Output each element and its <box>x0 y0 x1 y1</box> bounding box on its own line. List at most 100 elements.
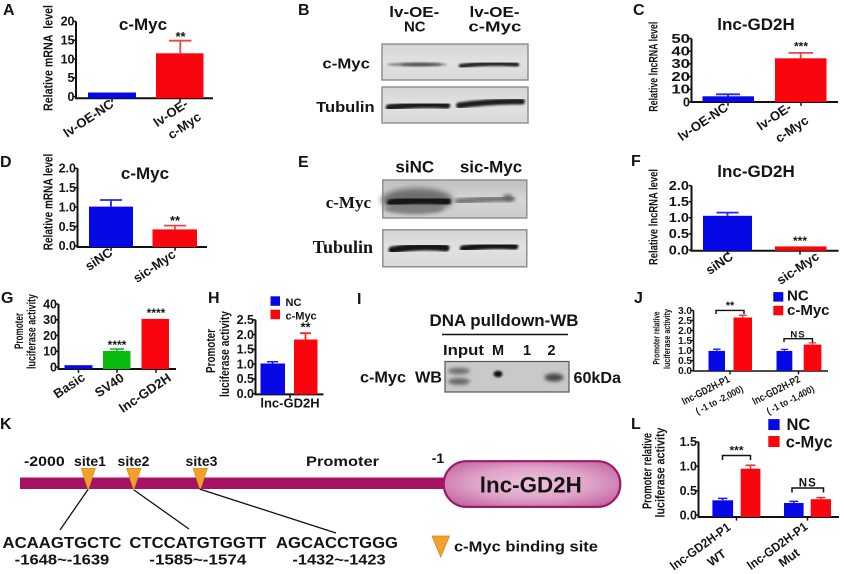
svg-text:-1585~-1574: -1585~-1574 <box>149 553 246 569</box>
svg-text:****: **** <box>147 306 166 320</box>
svg-text:NS: NS <box>790 329 805 340</box>
svg-text:1.0: 1.0 <box>237 357 254 371</box>
svg-text:2.0: 2.0 <box>678 326 692 337</box>
svg-text:0: 0 <box>68 90 75 104</box>
svg-text:site2: site2 <box>118 453 150 469</box>
svg-text:0.5: 0.5 <box>680 484 697 498</box>
svg-text:0.0: 0.0 <box>237 387 254 401</box>
svg-text:1.0: 1.0 <box>669 211 689 225</box>
svg-text:-1432~-1423: -1432~-1423 <box>292 553 385 569</box>
svg-text:Promoter: Promoter <box>14 313 26 349</box>
svg-text:0.5: 0.5 <box>59 220 76 234</box>
svg-text:Promoter: Promoter <box>306 453 380 469</box>
svg-text:c-Myc: c-Myc <box>121 164 169 183</box>
svg-text:site3: site3 <box>186 453 218 469</box>
svg-text:1: 1 <box>523 343 531 359</box>
svg-text:3.0: 3.0 <box>678 306 692 317</box>
svg-text:0.0: 0.0 <box>678 366 692 377</box>
svg-text:F: F <box>631 153 641 170</box>
svg-text:siNC: siNC <box>395 158 434 177</box>
svg-text:NC: NC <box>787 288 809 305</box>
svg-text:0: 0 <box>50 360 57 374</box>
svg-text:c-Myc binding site: c-Myc binding site <box>454 540 598 556</box>
svg-text:1.5: 1.5 <box>680 435 697 449</box>
svg-text:Relative mRNA level: Relative mRNA level <box>42 154 56 251</box>
svg-text:Relative mRNA level: Relative mRNA level <box>42 5 56 111</box>
svg-text:c-Myc: c-Myc <box>787 302 830 319</box>
svg-text:20: 20 <box>671 70 690 84</box>
svg-text:E: E <box>298 154 309 171</box>
svg-text:lnc-GD2H: lnc-GD2H <box>480 473 582 498</box>
svg-text:ACAAGTGCTC: ACAAGTGCTC <box>3 535 122 552</box>
svg-text:Promoter relative: Promoter relative <box>652 312 663 365</box>
svg-text:5: 5 <box>68 71 75 85</box>
svg-text:c-Myc: c-Myc <box>322 56 370 73</box>
svg-text:0.5: 0.5 <box>237 372 254 386</box>
svg-text:0.0: 0.0 <box>669 243 689 257</box>
svg-text:Input: Input <box>443 343 484 359</box>
svg-text:10: 10 <box>61 52 75 66</box>
svg-text:0.5: 0.5 <box>669 227 689 241</box>
svg-text:M: M <box>492 343 504 359</box>
svg-text:NC: NC <box>286 297 302 309</box>
svg-text:2.0: 2.0 <box>669 179 689 193</box>
svg-text:lv-OE-: lv-OE- <box>470 4 520 21</box>
svg-text:siNC: siNC <box>703 248 736 277</box>
svg-text:1.0: 1.0 <box>680 460 697 474</box>
svg-text:Tubulin: Tubulin <box>316 99 375 116</box>
svg-text:lnc-GD2H: lnc-GD2H <box>717 162 794 181</box>
svg-text:10: 10 <box>43 345 57 359</box>
svg-text:Relative lncRNA level: Relative lncRNA level <box>647 22 661 112</box>
svg-text:lnc-GD2H-P1: lnc-GD2H-P1 <box>745 520 811 573</box>
svg-text:luciferase activity: luciferase activity <box>27 294 39 369</box>
svg-text:luciferase activity: luciferase activity <box>218 311 232 397</box>
svg-text:NC: NC <box>404 19 426 36</box>
svg-text:****: **** <box>108 338 127 352</box>
svg-text:2: 2 <box>547 343 555 359</box>
svg-text:60kDa: 60kDa <box>574 370 622 387</box>
svg-text:0: 0 <box>683 95 690 109</box>
svg-text:Basic: Basic <box>51 370 88 402</box>
svg-text:NS: NS <box>799 478 817 490</box>
svg-text:15: 15 <box>61 34 75 48</box>
svg-text:1.5: 1.5 <box>669 195 689 209</box>
svg-text:D: D <box>0 154 12 171</box>
svg-text:c-Myc: c-Myc <box>468 19 521 36</box>
svg-text:**: ** <box>300 320 311 335</box>
svg-text:30: 30 <box>43 313 57 327</box>
svg-text:20: 20 <box>61 15 75 29</box>
svg-text:site1: site1 <box>74 453 106 469</box>
svg-text:sic-Myc: sic-Myc <box>130 247 178 286</box>
svg-text:2.0: 2.0 <box>237 328 254 342</box>
svg-text:luciferase activity: luciferase activity <box>654 427 668 517</box>
svg-text:Tubulin: Tubulin <box>313 237 373 257</box>
svg-text:***: *** <box>794 40 808 54</box>
svg-text:CTCCATGTGGTT: CTCCATGTGGTT <box>129 535 266 552</box>
svg-text:WT: WT <box>705 546 729 569</box>
svg-text:40: 40 <box>671 45 690 59</box>
svg-text:J: J <box>634 290 643 307</box>
svg-text:1.5: 1.5 <box>59 181 76 195</box>
svg-text:1.0: 1.0 <box>59 200 76 214</box>
svg-text:c-Myc: c-Myc <box>286 310 317 322</box>
svg-text:2.5: 2.5 <box>237 313 254 327</box>
svg-text:Promoter relative: Promoter relative <box>641 433 655 509</box>
svg-text:L: L <box>631 416 641 433</box>
svg-text:lnc-GD2H: lnc-GD2H <box>260 396 319 411</box>
svg-text:2.0: 2.0 <box>59 162 76 176</box>
svg-text:AGCACCTGGG: AGCACCTGGG <box>276 535 398 552</box>
svg-text:**: ** <box>170 213 181 228</box>
svg-text:G: G <box>1 290 13 307</box>
svg-text:lnc-GD2H-P1: lnc-GD2H-P1 <box>668 520 734 573</box>
svg-text:lnc-GD2H: lnc-GD2H <box>116 370 173 416</box>
svg-text:20: 20 <box>43 329 57 343</box>
svg-text:30: 30 <box>671 57 690 71</box>
svg-text:lnc-GD2H: lnc-GD2H <box>717 15 794 34</box>
svg-text:sic-Myc: sic-Myc <box>774 249 822 288</box>
svg-text:**: ** <box>726 300 735 312</box>
svg-text:50: 50 <box>671 32 690 46</box>
svg-text:DNA pulldown-WB: DNA pulldown-WB <box>430 312 579 330</box>
svg-text:1.0: 1.0 <box>678 346 692 357</box>
svg-text:K: K <box>0 416 12 433</box>
svg-text:H: H <box>208 290 220 307</box>
